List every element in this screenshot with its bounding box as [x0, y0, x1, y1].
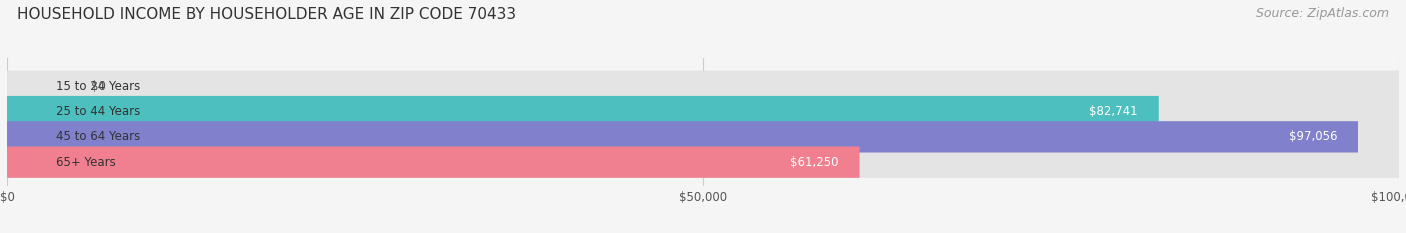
Text: 15 to 24 Years: 15 to 24 Years: [56, 80, 141, 93]
FancyBboxPatch shape: [7, 71, 1399, 102]
Text: 65+ Years: 65+ Years: [56, 156, 115, 169]
Text: 45 to 64 Years: 45 to 64 Years: [56, 130, 141, 143]
Text: HOUSEHOLD INCOME BY HOUSEHOLDER AGE IN ZIP CODE 70433: HOUSEHOLD INCOME BY HOUSEHOLDER AGE IN Z…: [17, 7, 516, 22]
Text: $0: $0: [90, 80, 105, 93]
FancyBboxPatch shape: [7, 147, 859, 178]
Text: 25 to 44 Years: 25 to 44 Years: [56, 105, 141, 118]
FancyBboxPatch shape: [7, 96, 1159, 127]
Text: $97,056: $97,056: [1289, 130, 1337, 143]
Text: $61,250: $61,250: [790, 156, 839, 169]
Text: $82,741: $82,741: [1090, 105, 1137, 118]
Text: Source: ZipAtlas.com: Source: ZipAtlas.com: [1256, 7, 1389, 20]
FancyBboxPatch shape: [7, 96, 1399, 127]
FancyBboxPatch shape: [7, 147, 1399, 178]
FancyBboxPatch shape: [7, 121, 1399, 153]
FancyBboxPatch shape: [7, 121, 1358, 153]
